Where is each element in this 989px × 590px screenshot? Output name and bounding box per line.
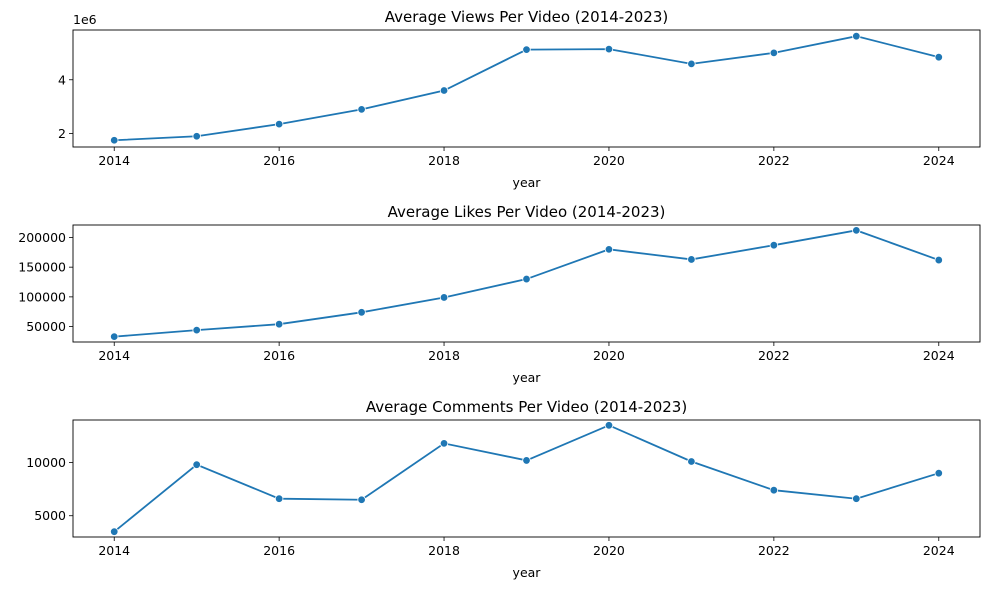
data-point bbox=[192, 132, 201, 141]
x-tick-label: 2022 bbox=[758, 348, 790, 363]
x-tick-label: 2014 bbox=[98, 153, 130, 168]
x-tick-label: 2020 bbox=[593, 543, 625, 558]
chart-panel-1: Average Views Per Video (2014-2023) 2014 2… bbox=[58, 8, 981, 190]
x-tick-label: 2018 bbox=[428, 543, 460, 558]
x-axis-label: year bbox=[513, 565, 542, 580]
x-tick-label: 2024 bbox=[923, 348, 955, 363]
data-point bbox=[769, 486, 779, 495]
data-point bbox=[852, 494, 861, 503]
x-tick-label: 2016 bbox=[263, 348, 295, 363]
x-tick-label: 2018 bbox=[428, 153, 460, 168]
data-point bbox=[852, 226, 861, 235]
series-line bbox=[114, 229, 940, 338]
y-tick-label: 4 bbox=[58, 72, 66, 87]
data-point bbox=[110, 136, 119, 145]
x-tick-label: 2014 bbox=[98, 348, 130, 363]
data-point bbox=[357, 495, 366, 504]
data-point bbox=[274, 119, 284, 129]
chart-title: Average Likes Per Video (2014-2023) bbox=[388, 203, 666, 221]
axes-frame bbox=[72, 224, 981, 343]
x-tick-label: 2016 bbox=[263, 153, 295, 168]
data-point bbox=[192, 325, 201, 335]
chart-title: Average Comments Per Video (2014-2023) bbox=[366, 398, 687, 416]
data-point bbox=[687, 59, 696, 69]
y-offset-label: 1e6 bbox=[73, 12, 97, 27]
data-point bbox=[522, 274, 531, 284]
x-axis-label: year bbox=[513, 175, 542, 190]
chart-panel-2: Average Likes Per Video (2014-2023) 2014 2… bbox=[18, 203, 981, 385]
data-point bbox=[439, 86, 449, 95]
y-tick-label: 150000 bbox=[18, 260, 66, 275]
series-line bbox=[113, 424, 940, 533]
data-point bbox=[852, 31, 861, 41]
data-point bbox=[192, 460, 201, 469]
data-point bbox=[934, 255, 943, 265]
data-point bbox=[687, 457, 696, 466]
data-point bbox=[769, 48, 779, 58]
x-tick-label: 2022 bbox=[758, 153, 790, 168]
data-point bbox=[439, 293, 449, 302]
y-tick-label: 50000 bbox=[26, 319, 66, 334]
data-point bbox=[522, 456, 531, 465]
data-point bbox=[522, 45, 531, 54]
y-tick-label: 2 bbox=[58, 126, 66, 141]
chart-panel-3: Average Comments Per Video (2014-2023) 20… bbox=[26, 398, 981, 580]
chart-title: Average Views Per Video (2014-2023) bbox=[385, 8, 668, 26]
axes-frame bbox=[72, 419, 981, 538]
x-tick-label: 2020 bbox=[593, 348, 625, 363]
data-point bbox=[769, 240, 779, 250]
data-point bbox=[604, 421, 614, 430]
data-point bbox=[934, 468, 943, 478]
x-axis-label: year bbox=[513, 370, 542, 385]
x-tick-label: 2024 bbox=[923, 543, 955, 558]
x-tick-label: 2018 bbox=[428, 348, 460, 363]
y-tick-label: 100000 bbox=[18, 289, 66, 304]
data-point bbox=[687, 255, 696, 264]
y-tick-label: 200000 bbox=[18, 230, 66, 245]
data-point bbox=[110, 527, 119, 536]
data-point bbox=[357, 308, 366, 317]
data-point bbox=[274, 494, 284, 503]
data-point bbox=[439, 439, 449, 448]
data-point bbox=[604, 245, 614, 254]
data-point bbox=[274, 319, 284, 329]
data-point bbox=[357, 105, 366, 114]
axes-frame bbox=[72, 29, 981, 148]
x-tick-label: 2014 bbox=[98, 543, 130, 558]
data-point bbox=[110, 332, 119, 341]
x-tick-label: 2020 bbox=[593, 153, 625, 168]
y-tick-label: 5000 bbox=[34, 508, 66, 523]
data-point bbox=[604, 44, 614, 54]
y-tick-label: 10000 bbox=[26, 455, 66, 470]
data-point bbox=[934, 52, 943, 62]
x-tick-label: 2024 bbox=[923, 153, 955, 168]
x-tick-label: 2022 bbox=[758, 543, 790, 558]
x-tick-label: 2016 bbox=[263, 543, 295, 558]
